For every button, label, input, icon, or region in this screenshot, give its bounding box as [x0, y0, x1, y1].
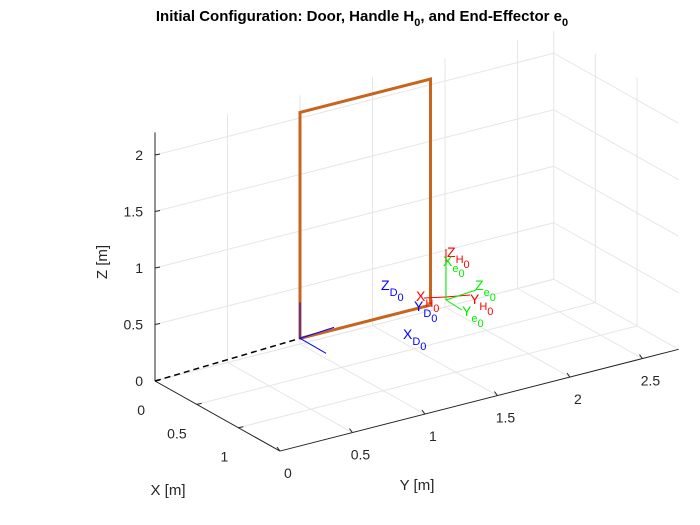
frame-h-x-axis: [423, 296, 447, 299]
frame-e-y-label: Ye0: [462, 303, 484, 330]
grid-line: [553, 222, 679, 294]
y-tick-mark: [494, 391, 498, 396]
frame-e-z-axis: [445, 289, 477, 301]
frame-d-z-label: ZD0: [381, 277, 404, 304]
grid-line: [444, 306, 571, 378]
x-tick-label: 0: [137, 402, 145, 418]
grid-line: [553, 109, 679, 181]
y-tick-label: 0: [284, 465, 292, 481]
frame-e-x-label: Xe0: [443, 253, 465, 280]
z-tick-mark: [154, 153, 161, 156]
y-tick-mark: [421, 409, 426, 415]
axes: [154, 132, 679, 452]
grid-line: [553, 278, 679, 350]
grid-line: [299, 343, 426, 415]
grid: [154, 30, 679, 452]
grid-line: [553, 165, 679, 237]
frame-labels: ZD0 YD0 XD0 ZH0 XH0 YH0 Xe0 Ze0 Ye0: [381, 244, 496, 353]
plot-marks: [154, 77, 477, 382]
y-tick-mark: [566, 372, 571, 378]
x-axis-label: X [m]: [150, 482, 185, 499]
frame-d-x-axis: [299, 337, 327, 354]
frame-e-y-axis: [445, 299, 463, 311]
y-tick-mark: [349, 428, 353, 433]
frame-e-z-label: Ze0: [475, 277, 496, 304]
frame-h-y-label: YH0: [470, 291, 493, 318]
x-tick-mark: [196, 402, 202, 405]
x-tick-label: 1: [221, 449, 229, 465]
z-tick-mark: [154, 210, 161, 212]
y-axis-label: Y [m]: [400, 477, 435, 494]
frame-h-z-label: ZH0: [447, 244, 470, 271]
grid-line: [372, 325, 498, 396]
z-tick-label: 0.5: [124, 317, 144, 333]
z-tick-label: 1: [135, 260, 143, 276]
z-tick-label: 0: [135, 373, 143, 389]
grid-line: [553, 52, 679, 124]
y-tick-mark: [639, 354, 643, 359]
y-axis-line: [279, 348, 679, 452]
frame-d-x-label: XD0: [403, 326, 426, 353]
z-tick-label: 2: [135, 147, 143, 163]
x-axis-line: [154, 380, 281, 452]
z-axis-label: Z [m]: [94, 245, 111, 279]
tick-labels: 0 0.5 1 1.5 2 0 0.5 1 0 0.5 1 1.5 2 2.5: [124, 147, 661, 481]
y-tick-label: 1.5: [496, 410, 516, 426]
z-tick-mark: [154, 323, 161, 325]
y-tick-label: 0.5: [351, 447, 371, 463]
y-tick-label: 1: [429, 428, 437, 444]
grid-line: [196, 302, 596, 405]
z-tick-mark: [154, 266, 161, 269]
grid-line: [154, 52, 554, 156]
frame-d-y-axis: [299, 326, 335, 339]
grid-line: [154, 109, 554, 212]
grid-line: [154, 278, 554, 382]
door-outline: [298, 77, 432, 340]
grid-line: [154, 222, 554, 325]
frame-d-y-label: YD0: [414, 298, 437, 325]
origin-dashed-line: [154, 337, 301, 382]
z-tick-label: 1.5: [124, 204, 144, 220]
grid-line: [238, 325, 638, 429]
grid-line: [517, 288, 643, 359]
x-tick-label: 0.5: [167, 425, 187, 441]
y-tick-label: 2.5: [641, 373, 661, 389]
chart-title: Initial Configuration: Door, Handle H0, …: [156, 8, 568, 29]
grid-line: [154, 165, 554, 269]
x-tick-mark: [238, 426, 244, 429]
frame-h-x-label: XH0: [416, 288, 439, 315]
y-tick-label: 2: [574, 391, 582, 407]
grid-line: [227, 362, 353, 433]
y-tick-mark: [276, 446, 281, 452]
